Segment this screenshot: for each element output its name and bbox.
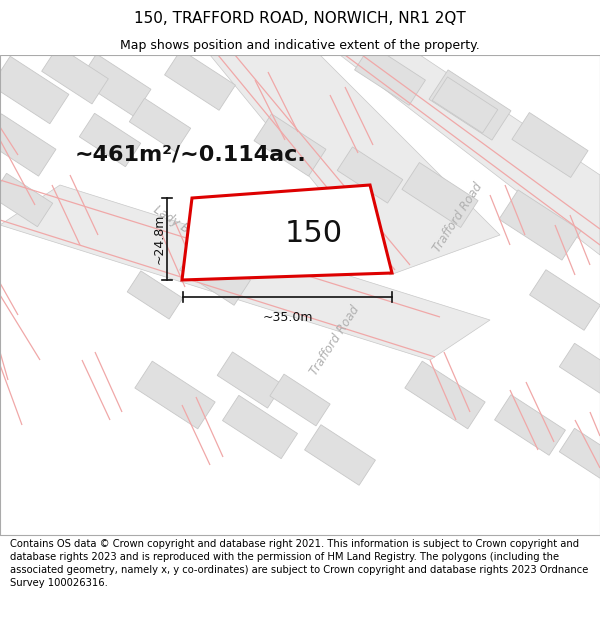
Polygon shape — [182, 185, 392, 280]
Polygon shape — [559, 343, 600, 397]
Polygon shape — [217, 352, 283, 408]
Text: 150, TRAFFORD ROAD, NORWICH, NR1 2QT: 150, TRAFFORD ROAD, NORWICH, NR1 2QT — [134, 11, 466, 26]
Polygon shape — [0, 114, 56, 176]
Polygon shape — [210, 55, 500, 275]
Polygon shape — [135, 361, 215, 429]
Polygon shape — [530, 270, 600, 330]
Polygon shape — [164, 50, 235, 110]
Polygon shape — [337, 147, 403, 203]
Polygon shape — [432, 77, 498, 133]
Polygon shape — [355, 45, 425, 105]
Polygon shape — [499, 190, 581, 260]
Text: Trafford Road: Trafford Road — [308, 303, 362, 377]
Text: ~461m²/~0.114ac.: ~461m²/~0.114ac. — [75, 145, 307, 165]
Polygon shape — [429, 70, 511, 140]
Polygon shape — [79, 113, 140, 167]
Polygon shape — [559, 428, 600, 482]
Polygon shape — [0, 185, 490, 360]
Polygon shape — [223, 396, 298, 459]
Text: Trafford Road: Trafford Road — [431, 180, 485, 254]
Polygon shape — [130, 98, 191, 152]
Text: ~35.0m: ~35.0m — [262, 311, 313, 324]
Text: Contains OS data © Crown copyright and database right 2021. This information is : Contains OS data © Crown copyright and d… — [10, 539, 589, 588]
Polygon shape — [41, 46, 109, 104]
Polygon shape — [402, 162, 478, 228]
Polygon shape — [179, 245, 250, 305]
Polygon shape — [270, 374, 330, 426]
Polygon shape — [494, 395, 565, 455]
Polygon shape — [0, 173, 53, 227]
Polygon shape — [254, 114, 326, 176]
Polygon shape — [0, 56, 69, 124]
Polygon shape — [127, 271, 183, 319]
Text: Lady Betty Road: Lady Betty Road — [151, 203, 239, 267]
Text: 150: 150 — [285, 219, 343, 249]
Polygon shape — [512, 112, 588, 178]
Polygon shape — [340, 55, 600, 255]
Polygon shape — [405, 361, 485, 429]
Polygon shape — [79, 54, 151, 116]
Text: Map shows position and indicative extent of the property.: Map shows position and indicative extent… — [120, 39, 480, 51]
Text: ~24.8m: ~24.8m — [152, 214, 166, 264]
Polygon shape — [305, 425, 376, 485]
